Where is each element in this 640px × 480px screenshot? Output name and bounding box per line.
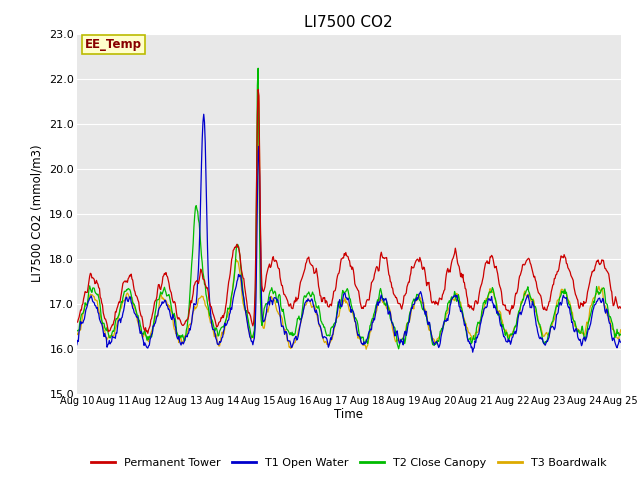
X-axis label: Time: Time bbox=[334, 408, 364, 421]
Title: LI7500 CO2: LI7500 CO2 bbox=[305, 15, 393, 30]
Y-axis label: LI7500 CO2 (mmol/m3): LI7500 CO2 (mmol/m3) bbox=[31, 145, 44, 282]
Text: EE_Temp: EE_Temp bbox=[85, 38, 142, 51]
Legend: Permanent Tower, T1 Open Water, T2 Close Canopy, T3 Boardwalk: Permanent Tower, T1 Open Water, T2 Close… bbox=[86, 453, 611, 472]
